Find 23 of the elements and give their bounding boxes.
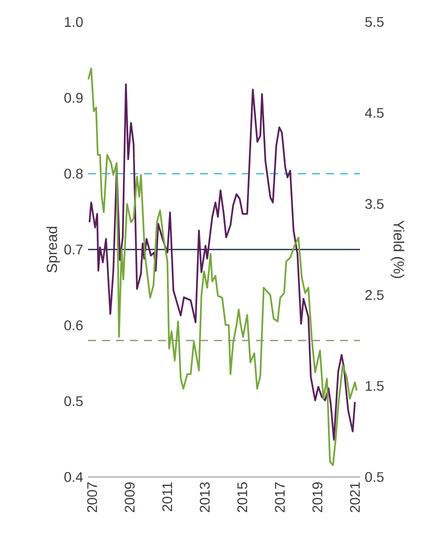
x-tick-label: 2007 [87,482,98,512]
y2-tick-label: 5.5 [365,17,384,27]
y2-tick-label: 0.5 [365,472,384,482]
y-tick-label: 0.7 [64,244,83,254]
y-tick-label: 1.0 [64,17,83,27]
x-tick-label: 2013 [200,482,210,512]
x-tick-label: 2019 [312,482,322,512]
x-tick-label: 2009 [124,482,135,512]
y2-tick-label: 2.5 [365,290,384,300]
y2-axis-title: Yield (%) [390,220,404,278]
x-tick-label: 2011 [162,482,172,512]
y2-tick-label: 3.5 [365,199,384,209]
y-tick-label: 0.8 [64,168,83,179]
x-tick-label: 2017 [274,482,285,512]
y-axis-title: Spread [46,226,60,272]
y-tick-label: 0.6 [64,320,83,330]
x-tick-label: 2015 [237,482,248,512]
y-tick-label: 0.4 [64,472,83,482]
y-tick-label: 0.5 [64,396,83,406]
x-tick-label: 2021 [350,482,360,512]
y2-tick-label: 4.5 [365,108,384,118]
y2-tick-label: 1.5 [366,381,384,391]
y-tick-label: 0.9 [64,92,83,103]
